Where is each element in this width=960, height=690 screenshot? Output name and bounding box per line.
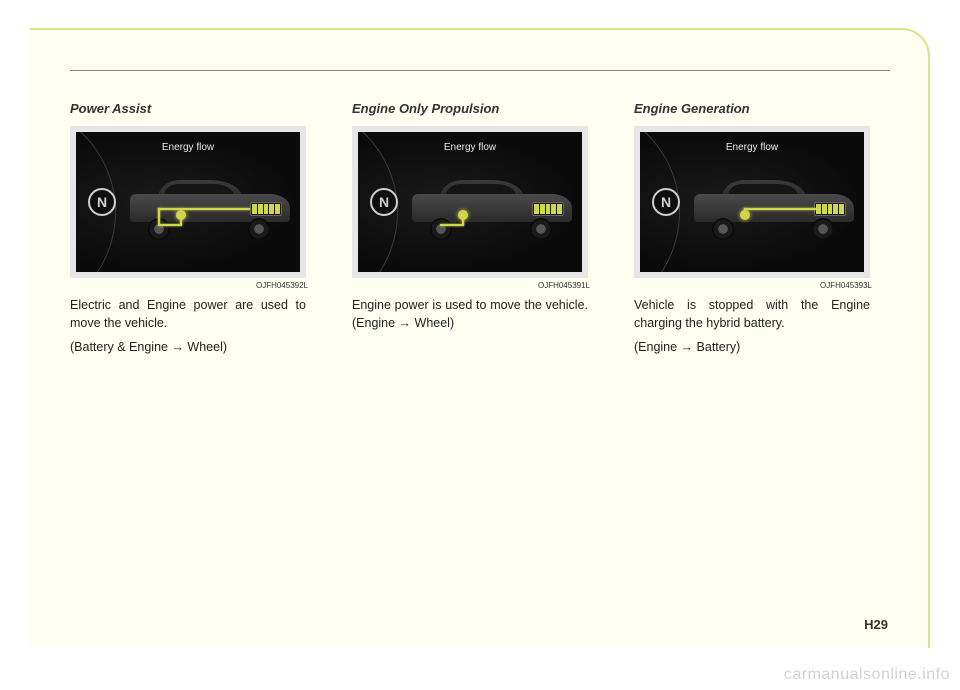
- figure-code: OJFH045391L: [352, 281, 590, 290]
- energy-flow-screen: Energy flow N: [358, 132, 582, 272]
- gear-n-badge: N: [652, 188, 680, 216]
- energy-flow-screen: Energy flow N: [640, 132, 864, 272]
- section-title: Engine Only Propulsion: [352, 101, 608, 116]
- content-area: Power Assist Energy flow N: [70, 70, 890, 362]
- columns: Power Assist Energy flow N: [70, 101, 890, 362]
- section-engine-generation: Engine Generation Energy flow N: [634, 101, 890, 362]
- battery-icon: [814, 202, 846, 216]
- screen-title: Energy flow: [640, 142, 864, 153]
- section-title: Engine Generation: [634, 101, 890, 116]
- gear-n-badge: N: [370, 188, 398, 216]
- body-text: (Engine → Battery): [634, 338, 890, 356]
- car-diagram: [412, 176, 572, 236]
- wheel-rear: [812, 218, 834, 240]
- flow-engine-wheel: [158, 224, 182, 226]
- body-text: Engine power is used to move the vehicle…: [352, 296, 608, 332]
- figure-code: OJFH045392L: [70, 281, 308, 290]
- flow-engine-battery: [744, 208, 816, 210]
- page-number: H29: [864, 617, 888, 632]
- wheel-rear: [530, 218, 552, 240]
- energy-flow-screen: Energy flow N: [76, 132, 300, 272]
- figure: Energy flow N: [352, 126, 588, 278]
- car-diagram: [130, 176, 290, 236]
- figure: Energy flow N: [634, 126, 870, 278]
- body-text: Electric and Engine power are used to mo…: [70, 296, 326, 332]
- body-text: (Battery & Engine → Wheel): [70, 338, 326, 356]
- section-title: Power Assist: [70, 101, 326, 116]
- battery-icon: [250, 202, 282, 216]
- screen-title: Energy flow: [358, 142, 582, 153]
- wheel-front: [712, 218, 734, 240]
- flow-engine-wheel-v: [180, 215, 182, 225]
- car-diagram: [694, 176, 854, 236]
- wheel-front: [430, 218, 452, 240]
- section-power-assist: Power Assist Energy flow N: [70, 101, 326, 362]
- figure: Energy flow N: [70, 126, 306, 278]
- figure-code: OJFH045393L: [634, 281, 872, 290]
- screen-title: Energy flow: [76, 142, 300, 153]
- page-frame: Power Assist Energy flow N: [30, 28, 930, 648]
- flow-battery-wheel: [158, 208, 250, 210]
- gear-n-badge: N: [88, 188, 116, 216]
- flow-battery-wheel-v: [158, 208, 160, 224]
- body-text: Vehicle is stopped with the Engine charg…: [634, 296, 890, 332]
- battery-icon: [532, 202, 564, 216]
- section-engine-only: Engine Only Propulsion Energy flow N: [352, 101, 608, 362]
- watermark: carmanualsonline.info: [784, 666, 950, 684]
- flow-engine-wheel: [440, 224, 464, 226]
- wheel-rear: [248, 218, 270, 240]
